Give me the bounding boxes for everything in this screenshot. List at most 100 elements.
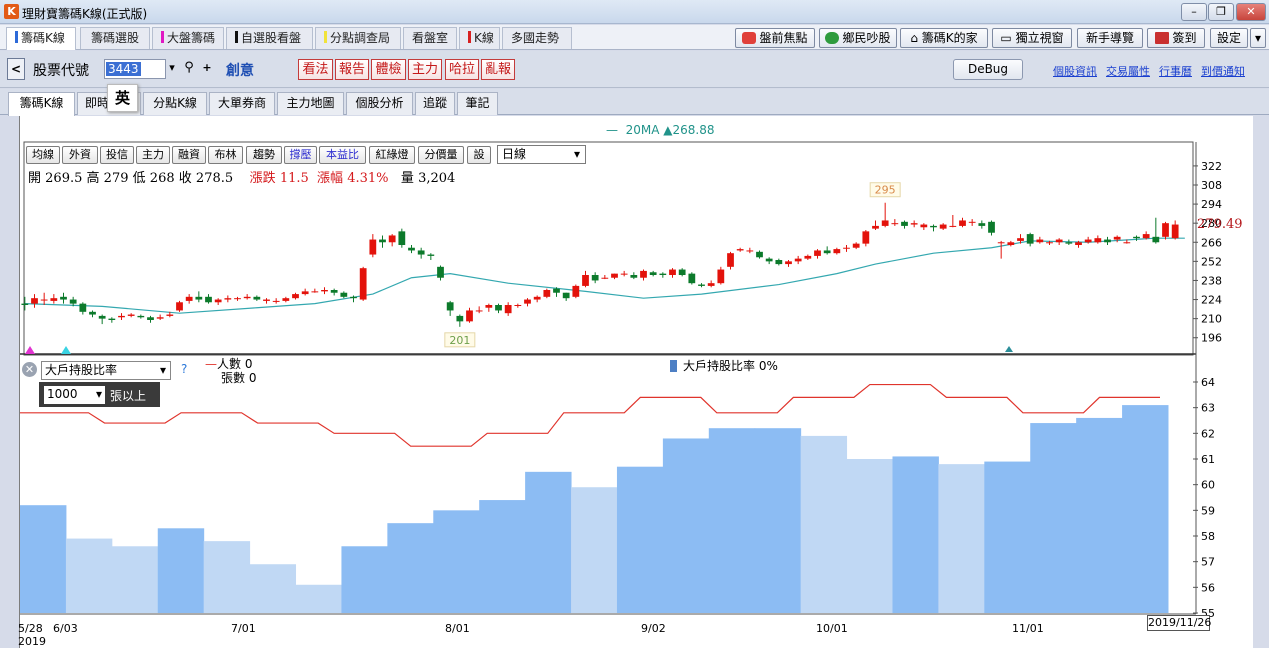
candle-body [69, 299, 77, 304]
tab-watchlist[interactable]: 自選股看盤 [226, 27, 313, 49]
subtab-tracking[interactable]: 追蹤 [415, 92, 455, 115]
settings-dropdown-icon[interactable]: ▾ [1250, 28, 1266, 48]
stock-code-input[interactable]: 3443 [104, 59, 166, 79]
tab-global-trend[interactable]: 多國走勢 [502, 27, 572, 49]
subtab-stock-analysis[interactable]: 個股分析 [346, 92, 413, 115]
indicator-select[interactable]: 大戶持股比率 ▾ [41, 361, 171, 380]
candle-body [234, 298, 241, 300]
y-tick-label: 308 [1201, 179, 1222, 192]
tab-chip-kline[interactable]: 籌碼K線 [6, 27, 76, 50]
price-alert-link[interactable]: 到價通知 [1201, 65, 1245, 78]
candle-body [669, 269, 676, 275]
indicator-ratio-legend: 大戶持股比率 0% [670, 357, 778, 374]
tab-branch-investigation[interactable]: 分點調查局 [315, 27, 401, 49]
stock-info-link[interactable]: 個股資訊 [1053, 65, 1097, 78]
view-button[interactable]: 看法 [298, 59, 333, 80]
pe-ratio-button[interactable]: 本益比 [319, 146, 366, 164]
settings-button[interactable]: 設定 [1210, 28, 1248, 48]
candle-body [1133, 236, 1140, 239]
candle-body [166, 314, 174, 316]
subtab-branch-kline[interactable]: 分點K線 [143, 92, 207, 115]
tab-monitor-room[interactable]: 看盤室 [403, 27, 457, 49]
x-label-text: 5/28 [18, 622, 43, 635]
trust-button[interactable]: 投信 [100, 146, 134, 164]
standalone-window-button[interactable]: ▭ 獨立視窗 [992, 28, 1072, 48]
ma-legend: — 20MA ▲268.88 [606, 123, 715, 137]
candle-body [1171, 224, 1179, 239]
forum-button[interactable]: 鄉民吵股 [819, 28, 897, 48]
candle-body [746, 250, 754, 252]
subtab-force-map[interactable]: 主力地圖 [277, 92, 344, 115]
main-force-button[interactable]: 主力 [408, 59, 442, 80]
search-icon[interactable]: ⚲ [184, 60, 194, 75]
subtab-chip-kline[interactable]: 籌碼K線 [8, 92, 75, 116]
candle-body [978, 223, 986, 226]
app-logo-icon: K [4, 4, 19, 19]
stock-dropdown-icon[interactable]: ▾ [169, 61, 175, 74]
candle-body [736, 249, 744, 251]
foreign-button[interactable]: 外資 [62, 146, 98, 164]
candle-body [794, 258, 802, 262]
candle-body [40, 299, 48, 301]
back-arrow-icon[interactable]: < [7, 58, 25, 80]
tab-market-chips[interactable]: 大盤籌碼 [152, 27, 224, 49]
report-button[interactable]: 報告 [335, 59, 369, 80]
button-label: 獨立視窗 [1015, 31, 1064, 45]
period-value: 日線 [502, 147, 527, 161]
subtab-big-broker[interactable]: 大單券商 [209, 92, 275, 115]
ma20-line [24, 237, 1185, 314]
candle-body [118, 315, 125, 318]
bollinger-button[interactable]: 布林 [208, 146, 243, 164]
minimize-icon[interactable]: – [1181, 3, 1207, 21]
lot-value: 1000 [47, 387, 78, 401]
health-check-button[interactable]: 體檢 [371, 59, 406, 80]
ratio-bar [616, 466, 664, 613]
tab-chip-screener[interactable]: 籌碼選股 [80, 27, 150, 49]
calendar-link[interactable]: 行事曆 [1159, 65, 1192, 78]
lot-threshold-select[interactable]: 1000 ▾ [44, 386, 105, 404]
main-force-chart-button[interactable]: 主力 [136, 146, 170, 164]
tab-accent-icon [324, 31, 327, 43]
ma-button[interactable]: 均線 [26, 146, 60, 164]
support-resistance-button[interactable]: 撐壓 [284, 146, 317, 164]
tab-label: 多國走勢 [511, 31, 560, 45]
restore-icon[interactable]: ❐ [1208, 3, 1234, 21]
price-volume-button[interactable]: 分價量 [418, 146, 464, 164]
y-tick-label: 61 [1201, 453, 1215, 466]
y-tick-label: 238 [1201, 274, 1222, 287]
subtab-notes[interactable]: 筆記 [457, 92, 498, 115]
annotation-box [444, 332, 476, 348]
candle-body [997, 242, 1005, 244]
random-report-button[interactable]: 亂報 [481, 59, 515, 80]
y-tick-label: 56 [1201, 581, 1215, 594]
candle-body [1152, 236, 1160, 243]
candle-body [1123, 242, 1131, 244]
chat-button[interactable]: 哈拉 [445, 59, 479, 80]
tab-label: 看盤室 [412, 31, 449, 45]
checkin-button[interactable]: 簽到 [1147, 28, 1205, 48]
chart-settings-button[interactable]: 設 [467, 146, 491, 164]
debug-button[interactable]: DeBug [953, 59, 1023, 80]
margin-button[interactable]: 融資 [172, 146, 206, 164]
tab-kline[interactable]: K線 [459, 27, 500, 49]
legend-swatch-icon [670, 360, 677, 372]
period-select[interactable]: 日線 ▾ [497, 145, 586, 164]
candle-body [89, 311, 96, 315]
add-stock-icon[interactable]: + [202, 61, 212, 74]
tab-label: 分點調查局 [330, 31, 391, 45]
tab-accent-icon [468, 31, 471, 43]
close-icon[interactable]: ✕ [1236, 3, 1266, 21]
traffic-light-button[interactable]: 紅綠燈 [369, 146, 415, 164]
title-bar: K 理財寶籌碼K線(正式版) – ❐ ✕ [0, 0, 1269, 24]
home-button[interactable]: ⌂ 籌碼K的家 [900, 28, 988, 48]
close-indicator-icon[interactable]: ✕ [22, 362, 37, 377]
premarket-focus-button[interactable]: 盤前焦點 [735, 28, 815, 48]
tutorial-button[interactable]: 新手導覽 [1077, 28, 1143, 48]
price-chart-frame [23, 141, 1194, 356]
help-icon[interactable]: ? [181, 362, 188, 376]
trade-attribute-link[interactable]: 交易屬性 [1106, 65, 1150, 78]
trend-button[interactable]: 趨勢 [246, 146, 282, 164]
x-label-year: 2019 [18, 635, 46, 648]
candle-body [1075, 242, 1082, 245]
legend-people-text: 人數 0 [217, 357, 253, 371]
